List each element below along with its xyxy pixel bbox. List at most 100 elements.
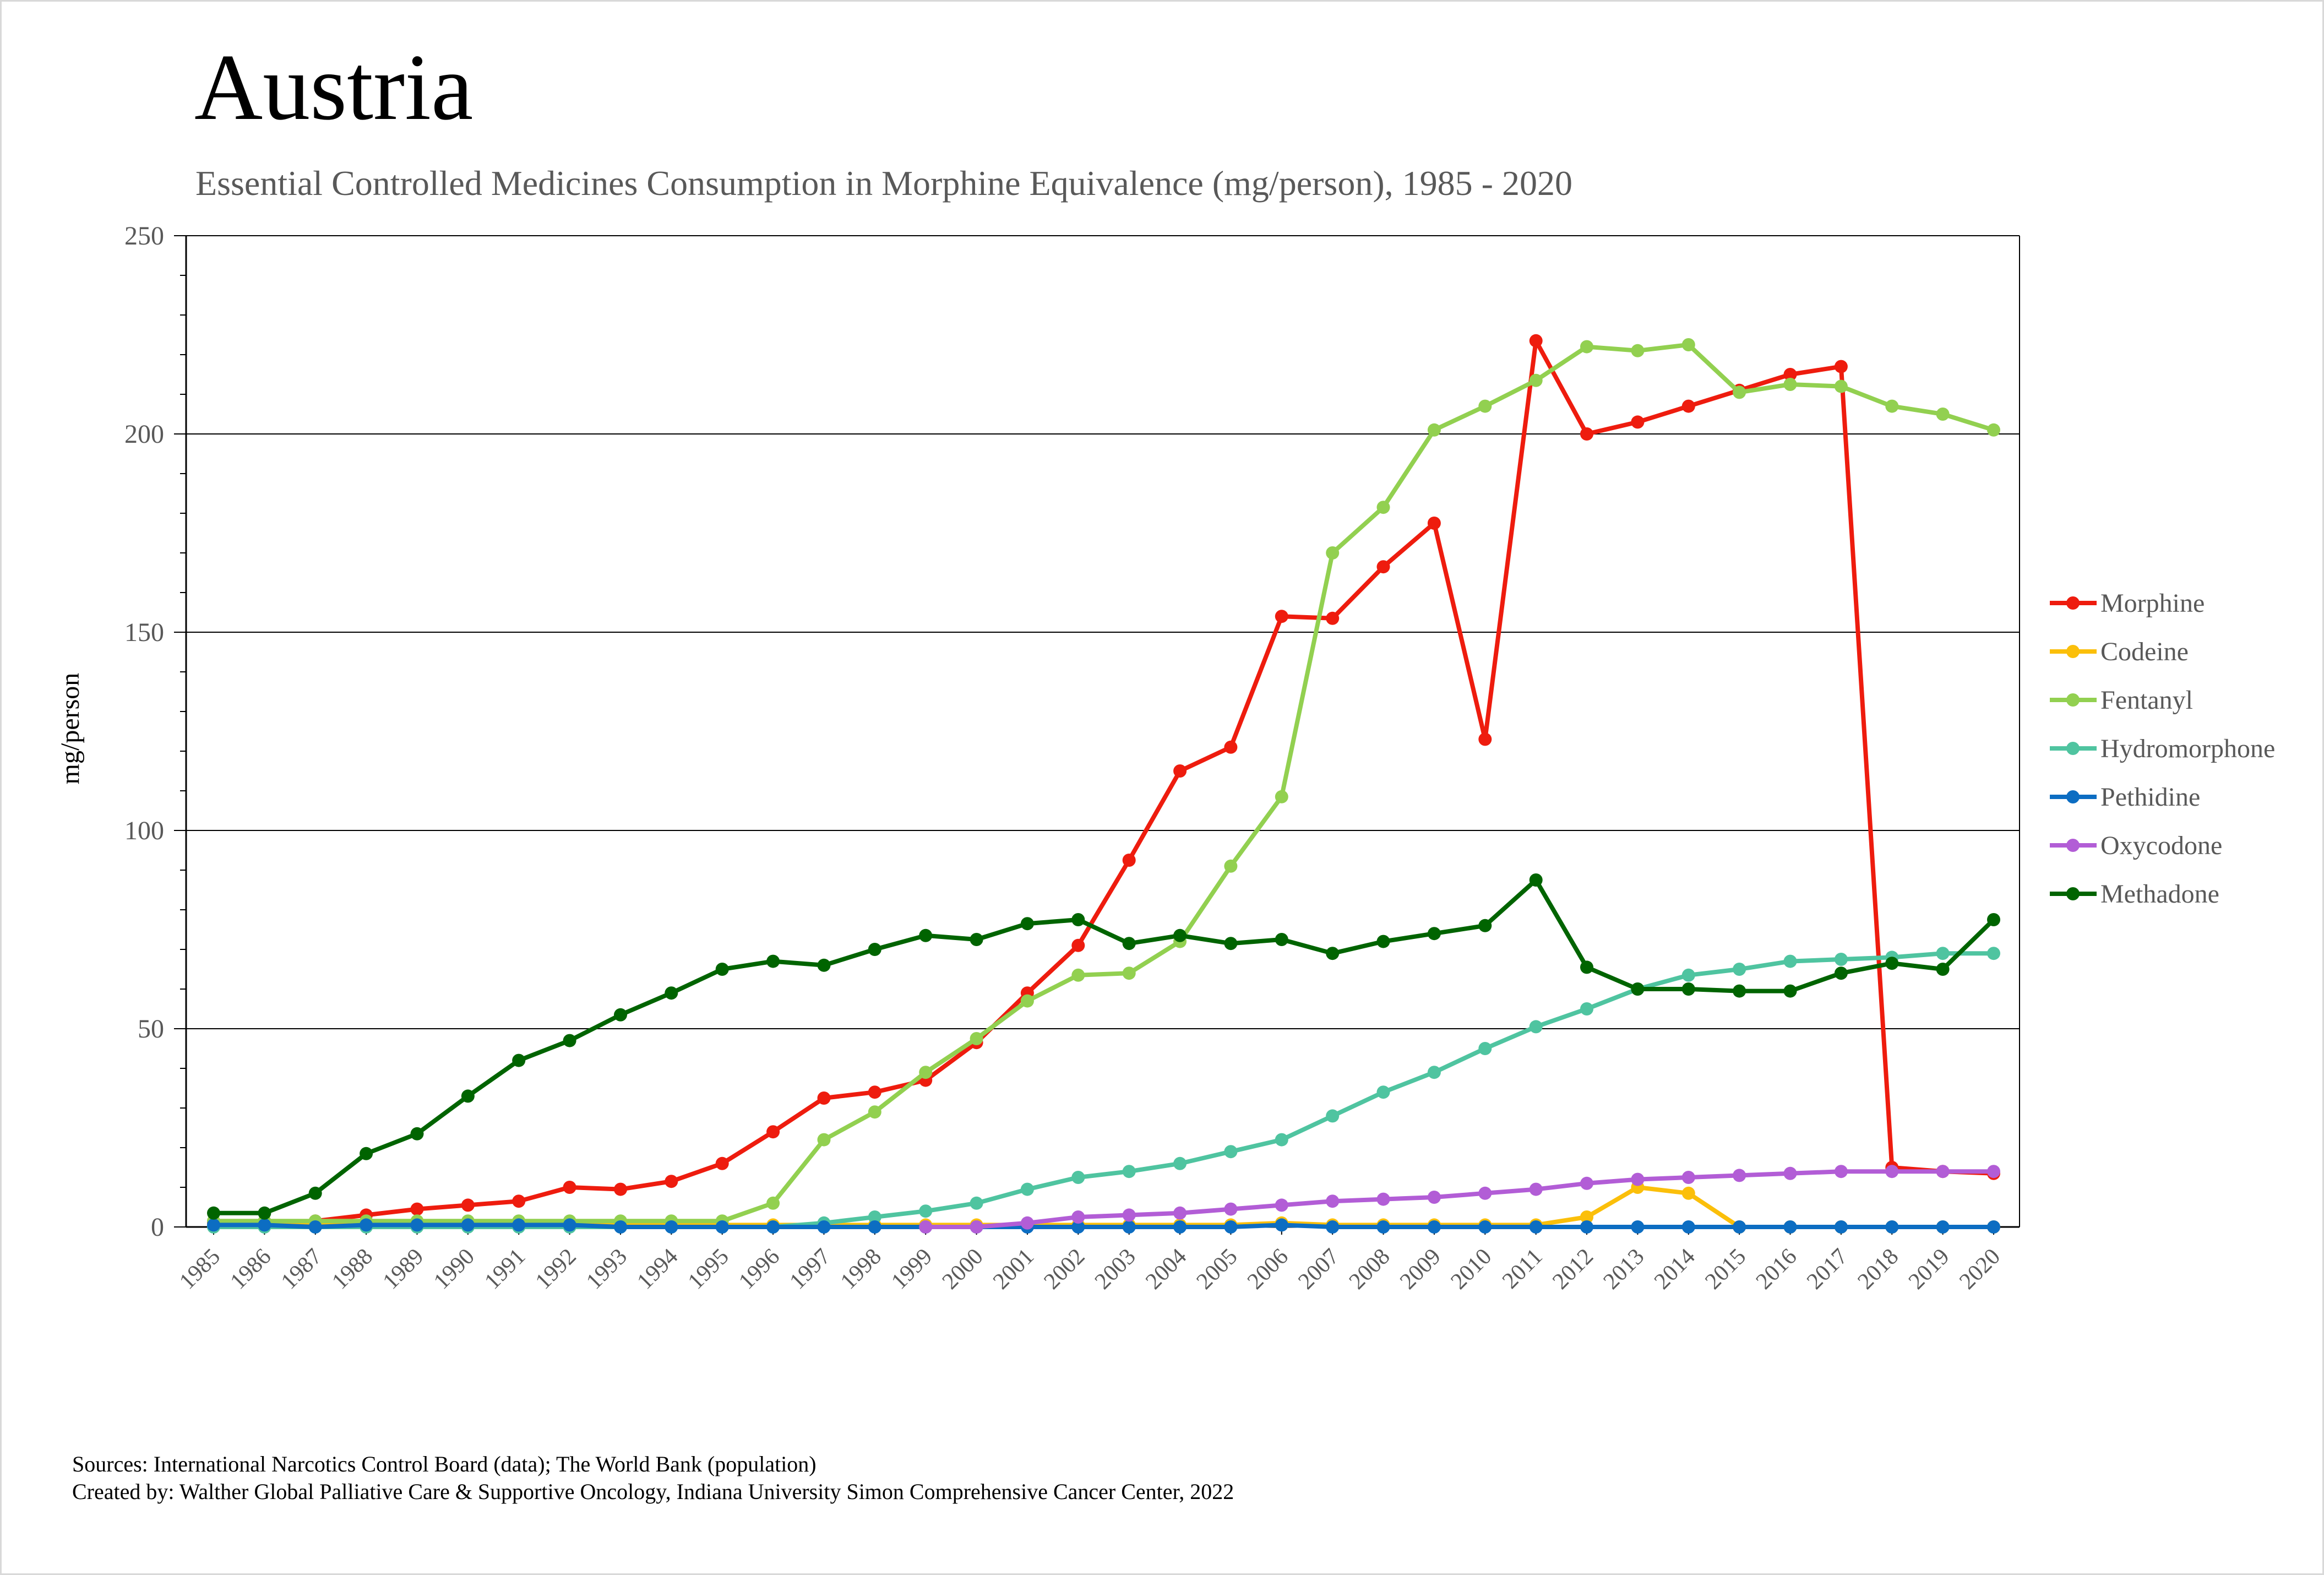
pethidine-point xyxy=(207,1218,220,1232)
y-tick-labels: 0 50 100 150 200 250 xyxy=(124,221,164,1242)
x-tick-label: 2010 xyxy=(1446,1244,1496,1295)
hydromorphone-point xyxy=(1834,953,1848,966)
x-tick-label: 1987 xyxy=(276,1244,327,1295)
morphine-line xyxy=(211,338,1996,1225)
fentanyl-point xyxy=(1275,790,1288,803)
legend-label: Morphine xyxy=(2100,589,2205,618)
fentanyl-point xyxy=(1427,423,1441,437)
morphine-point xyxy=(1834,360,1848,373)
legend-swatch-marker xyxy=(2066,790,2080,803)
hydromorphone-point xyxy=(1224,1145,1238,1159)
legend-swatch-marker xyxy=(2066,742,2080,755)
pethidine-point xyxy=(1122,1220,1136,1234)
morphine-point xyxy=(1173,764,1187,778)
methadone-point xyxy=(1529,873,1543,887)
x-tick-label: 1999 xyxy=(886,1244,937,1295)
oxycodone-point xyxy=(1885,1165,1899,1178)
methadone-point xyxy=(1020,917,1034,931)
x-tick-label: 2013 xyxy=(1599,1244,1650,1295)
methadone-point xyxy=(1936,963,1950,976)
y-axis-label: mg/person xyxy=(56,673,85,785)
oxycodone-point xyxy=(1529,1182,1543,1196)
pethidine-point xyxy=(1580,1220,1593,1234)
x-tick-label: 1991 xyxy=(480,1244,530,1295)
pethidine-line xyxy=(211,1223,1996,1229)
pethidine-point xyxy=(461,1218,475,1232)
pethidine-point xyxy=(665,1220,678,1234)
legend-item-hydromorphone: Hydromorphone xyxy=(2050,734,2275,763)
oxycodone-point xyxy=(1427,1191,1441,1204)
data-series xyxy=(207,334,2000,1234)
methadone-point xyxy=(563,1034,576,1047)
fentanyl-point xyxy=(919,1066,933,1079)
oxycodone-point xyxy=(1020,1216,1034,1230)
x-tick-label: 2005 xyxy=(1192,1244,1243,1295)
pethidine-point xyxy=(868,1220,881,1234)
morphine-point xyxy=(1529,334,1543,347)
oxycodone-point xyxy=(1580,1176,1593,1190)
methadone-point xyxy=(512,1053,526,1067)
fentanyl-point xyxy=(1987,423,2000,437)
x-tick-labels: 1985 1986 1987 1988 1989 1990 1991 1992 1993 1994… xyxy=(175,1244,2005,1295)
x-tick-label: 1985 xyxy=(175,1244,225,1295)
hydromorphone-point xyxy=(1020,1182,1034,1196)
fentanyl-point xyxy=(1834,379,1848,393)
x-tick-label: 2003 xyxy=(1090,1244,1141,1295)
legend-item-morphine: Morphine xyxy=(2050,589,2205,618)
hydromorphone-point xyxy=(1580,1002,1593,1015)
fentanyl-point xyxy=(1733,385,1746,399)
legend: Morphine Codeine Fentanyl Hydromorphone Peth… xyxy=(2050,589,2275,909)
methadone-point xyxy=(1987,913,2000,926)
x-tick-label: 2017 xyxy=(1802,1244,1853,1295)
morphine-point xyxy=(1071,938,1085,952)
morphine-point xyxy=(614,1182,627,1196)
fentanyl-point xyxy=(1376,501,1390,514)
pethidine-point xyxy=(817,1220,831,1234)
hydromorphone-point xyxy=(1427,1066,1441,1079)
methadone-point xyxy=(1122,937,1136,951)
oxycodone-point xyxy=(1936,1165,1950,1178)
y-tick-label: 250 xyxy=(124,221,164,251)
pethidine-point xyxy=(1478,1220,1492,1234)
morphine-point xyxy=(563,1181,576,1194)
x-tick-label: 2012 xyxy=(1548,1244,1598,1295)
legend-item-pethidine: Pethidine xyxy=(2050,783,2200,812)
x-tick-label: 2018 xyxy=(1853,1244,1903,1295)
legend-label: Codeine xyxy=(2100,637,2189,666)
fentanyl-point xyxy=(1580,340,1593,354)
legend-label: Pethidine xyxy=(2100,783,2200,812)
morphine-point xyxy=(1326,611,1340,625)
methadone-point xyxy=(1173,928,1187,942)
x-tick-label: 2011 xyxy=(1498,1244,1548,1294)
methadone-point xyxy=(1071,913,1085,926)
y-tick-label: 50 xyxy=(138,1014,164,1044)
fentanyl-point xyxy=(766,1196,780,1210)
methadone-point xyxy=(1224,937,1238,951)
pethidine-point xyxy=(512,1218,526,1232)
methadone-point xyxy=(207,1206,220,1220)
methadone-point xyxy=(1733,984,1746,998)
hydromorphone-point xyxy=(1733,963,1746,976)
fentanyl-point xyxy=(1885,399,1899,413)
pethidine-point xyxy=(1173,1220,1187,1234)
pethidine-point xyxy=(258,1218,271,1232)
hydromorphone-point xyxy=(1173,1156,1187,1170)
morphine-point xyxy=(868,1085,881,1099)
chart-title: Austria xyxy=(194,35,473,140)
morphine-point xyxy=(665,1175,678,1188)
fentanyl-point xyxy=(1122,966,1136,980)
morphine-point xyxy=(512,1194,526,1208)
morphine-point xyxy=(1580,427,1593,441)
legend-swatch-marker xyxy=(2066,596,2080,610)
legend-label: Methadone xyxy=(2100,879,2219,909)
oxycodone-point xyxy=(1173,1206,1187,1220)
hydromorphone-point xyxy=(1681,968,1695,982)
series-fentanyl xyxy=(207,338,2000,1228)
x-tick-label: 1988 xyxy=(327,1244,378,1295)
methadone-point xyxy=(1326,947,1340,960)
fentanyl-point xyxy=(1783,378,1797,391)
legend-label: Hydromorphone xyxy=(2100,734,2275,763)
pethidine-point xyxy=(1885,1220,1899,1234)
pethidine-point xyxy=(1529,1220,1543,1234)
oxycodone-point xyxy=(1376,1192,1390,1206)
